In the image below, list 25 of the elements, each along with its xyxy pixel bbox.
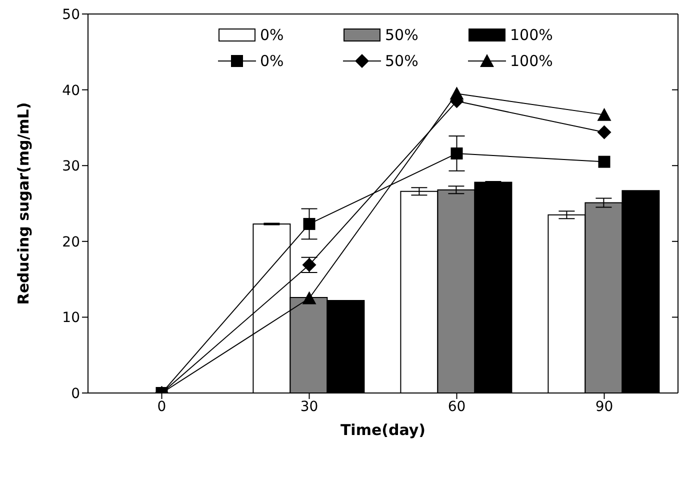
x-tick-label: 0 — [157, 398, 166, 415]
legend-label: 0% — [260, 52, 284, 70]
point — [302, 291, 316, 304]
x-tick-label: 60 — [448, 398, 466, 415]
y-tick-label: 50 — [62, 6, 80, 23]
legend-label: 50% — [385, 26, 418, 44]
y-tick-label: 0 — [71, 386, 80, 402]
point — [598, 156, 610, 168]
legend-label: 100% — [510, 26, 553, 44]
y-tick-label: 30 — [62, 158, 80, 175]
legend-label: 50% — [385, 52, 418, 70]
y-axis-title: Reducing sugar(mg/mL) — [14, 102, 32, 305]
legend-label: 0% — [260, 26, 284, 44]
point — [597, 108, 612, 121]
point — [450, 86, 464, 100]
point — [597, 125, 612, 140]
legend-label: 100% — [510, 52, 553, 70]
y-tick-label: 20 — [62, 234, 80, 250]
x-tick-label: 30 — [300, 398, 318, 415]
x-axis-title: Time(day) — [340, 421, 426, 439]
y-tick-label: 10 — [62, 310, 80, 326]
point — [450, 147, 463, 160]
x-tick-label: 90 — [595, 398, 614, 415]
point — [303, 218, 316, 230]
y-tick-label: 40 — [62, 82, 80, 99]
